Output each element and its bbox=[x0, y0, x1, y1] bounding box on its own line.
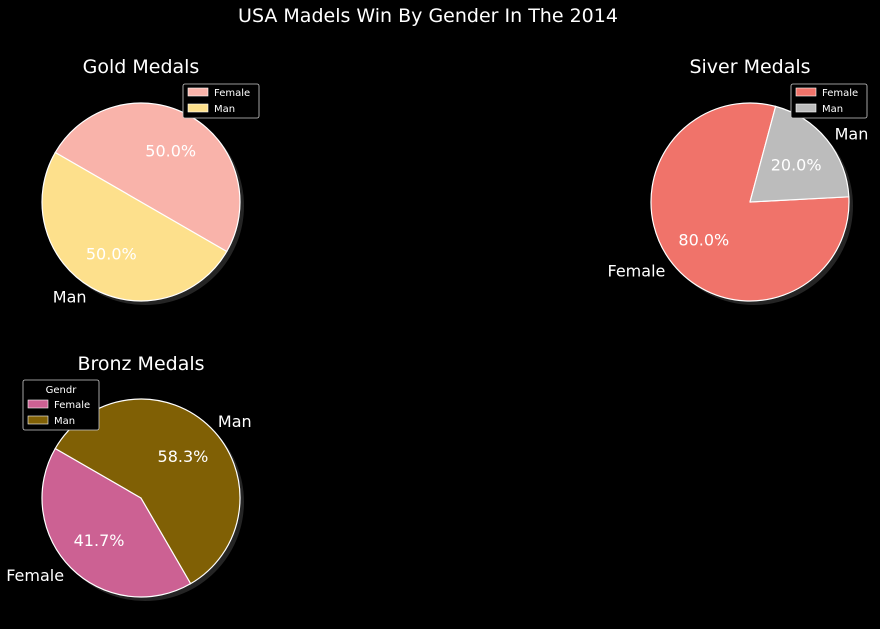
legend-swatch-female bbox=[187, 87, 209, 97]
pie-title: Gold Medals bbox=[83, 56, 200, 78]
pie-legend: Female Man bbox=[790, 83, 868, 119]
pie-percent-label: 80.0% bbox=[678, 230, 729, 249]
legend-entry: Man bbox=[54, 416, 75, 427]
pie-title: Siver Medals bbox=[689, 56, 810, 78]
pie-percent-label: 41.7% bbox=[74, 531, 125, 550]
pie-slice-man bbox=[749, 105, 850, 203]
legend-entry: Female bbox=[54, 400, 90, 411]
legend-swatch-female bbox=[795, 87, 817, 97]
legend-swatch-female bbox=[27, 399, 49, 409]
legend-swatch-man bbox=[187, 103, 209, 113]
pie-title: Bronz Medals bbox=[77, 353, 204, 375]
pie-legend: Female Man bbox=[182, 83, 260, 119]
pie-slice-label: Man bbox=[218, 412, 252, 431]
legend-swatch-man bbox=[27, 415, 49, 425]
pie-slice-label: Female bbox=[608, 262, 666, 281]
legend-entry: Man bbox=[214, 104, 235, 115]
pie-slice-label: Man bbox=[53, 287, 87, 306]
legend-entry: Female bbox=[214, 88, 250, 99]
pie-slice-label: Man bbox=[835, 124, 869, 143]
pie-percent-label: 50.0% bbox=[145, 142, 196, 161]
pie-chart-2: Siver Medals 80.0% Female 20.0% Man Female Man bbox=[608, 56, 869, 305]
pie-slice-label: Female bbox=[6, 566, 64, 585]
legend-title: Gendr bbox=[46, 385, 78, 396]
pie-chart-3: Bronz Medals 41.7% Female 58.3% Man Gendr Fema… bbox=[6, 353, 252, 601]
pie-percent-label: 20.0% bbox=[771, 156, 822, 175]
pie-percent-label: 58.3% bbox=[158, 447, 209, 466]
pie-charts: Gold Medals50.0%Female50.0%ManFemaleManS… bbox=[6, 56, 868, 601]
legend-swatch-man bbox=[795, 103, 817, 113]
pie-slice-female bbox=[41, 447, 192, 598]
pie-percent-label: 50.0% bbox=[86, 244, 137, 263]
figure-title: USA Madels Win By Gender In The 2014 bbox=[238, 5, 618, 27]
pie-slice-man bbox=[41, 151, 228, 302]
legend-entry: Man bbox=[822, 104, 843, 115]
pie-legend: Gendr Female Man bbox=[22, 379, 100, 431]
legend-entry: Female bbox=[822, 88, 858, 99]
